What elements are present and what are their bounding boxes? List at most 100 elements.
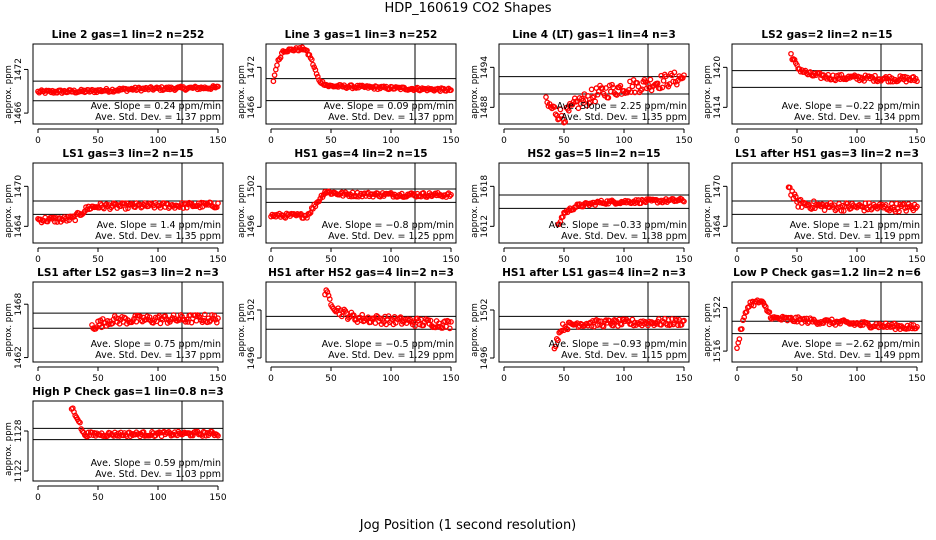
data-point	[660, 77, 667, 84]
std-annotation: Ave. Std. Dev. = 1.37 ppm	[95, 350, 221, 361]
scatter-series	[270, 44, 454, 95]
data-point	[672, 316, 679, 323]
plot-frame	[731, 43, 923, 125]
data-point	[41, 217, 47, 224]
y-axis-label: approx. ppm	[4, 303, 14, 357]
data-point	[663, 73, 669, 80]
data-point	[420, 190, 427, 196]
panel-title: Low P Check gas=1.2 lin=2 n=6	[733, 267, 921, 279]
y-axis-label: approx. ppm	[470, 184, 480, 238]
x-tick-label: 50	[558, 255, 570, 265]
slope-annotation: Ave. Slope = −0.8 ppm/min	[322, 220, 454, 231]
data-point	[75, 418, 82, 425]
data-point	[183, 204, 190, 211]
data-point	[821, 207, 828, 214]
slope-annotation: Ave. Slope = −2.62 ppm/min	[782, 339, 920, 350]
y-tick-label: 1494	[480, 56, 490, 79]
y-tick-label: 1470	[14, 175, 24, 198]
y-tick-label: 1496	[247, 215, 257, 238]
data-point	[201, 311, 208, 318]
scatter-series	[89, 311, 221, 332]
y-tick-label: 1464	[14, 215, 24, 238]
data-point	[671, 69, 678, 76]
data-point	[893, 200, 900, 207]
data-point	[316, 198, 322, 205]
x-tick-label: 0	[35, 136, 41, 146]
data-point	[164, 430, 171, 436]
y-axis-label: approx. ppm	[237, 65, 247, 119]
data-point	[600, 323, 607, 330]
x-tick-label: 50	[791, 374, 803, 384]
panel-2: Line 3 gas=1 lin=3 n=252 0 50 100 150 1466 147…	[237, 29, 460, 146]
x-tick-label: 100	[149, 374, 166, 384]
x-tick-label: 100	[382, 255, 399, 265]
data-point	[425, 85, 432, 92]
data-point	[575, 105, 582, 112]
y-tick-label: 1618	[480, 175, 490, 198]
panel-10: HS1 after HS2 gas=4 lin=2 n=3 0 50 100 150 14…	[237, 267, 460, 384]
plot-frame	[32, 400, 224, 482]
slope-annotation: Ave. Slope = 1.21 ppm/min	[790, 220, 920, 231]
y-tick-label: 1464	[713, 215, 723, 238]
data-point	[274, 62, 280, 69]
x-tick-label: 50	[92, 136, 104, 146]
scatter-series	[543, 69, 687, 126]
panel-3: Line 4 (LT) gas=1 lin=4 n=3 0 50 100 150 1488…	[470, 29, 693, 146]
data-point	[360, 83, 367, 90]
data-point	[681, 317, 687, 324]
data-point	[679, 75, 686, 81]
data-point	[617, 82, 624, 89]
data-point	[862, 200, 869, 207]
data-point	[599, 85, 606, 91]
data-point	[788, 50, 794, 57]
x-tick-label: 50	[791, 136, 803, 146]
data-point	[125, 205, 131, 212]
data-point	[914, 323, 920, 330]
panel-6: HS1 gas=4 lin=2 n=15 0 50 100 150 1496 1502app…	[237, 148, 460, 265]
data-point	[89, 322, 95, 328]
std-annotation: Ave. Std. Dev. = 1.37 ppm	[95, 112, 221, 123]
data-point	[740, 317, 746, 324]
data-point	[603, 201, 609, 207]
y-tick-label: 1468	[14, 292, 24, 315]
data-point	[630, 322, 637, 329]
x-tick-label: 0	[268, 136, 274, 146]
data-point	[543, 94, 549, 100]
x-tick-label: 0	[268, 255, 274, 265]
data-point	[108, 204, 115, 211]
data-point	[801, 315, 808, 322]
data-point	[734, 345, 740, 352]
panel-title: LS2 gas=2 lin=2 n=15	[761, 29, 892, 41]
std-annotation: Ave. Std. Dev. = 1.35 ppm	[95, 231, 221, 242]
panel-11: HS1 after LS1 gas=4 lin=2 n=3 0 50 100 150 14…	[470, 267, 693, 384]
y-axis-label: approx. ppm	[237, 303, 247, 357]
data-point	[207, 199, 214, 206]
data-point	[870, 78, 877, 84]
panel-5: LS1 gas=3 lin=2 n=15 0 50 100 150 1464 1470app…	[4, 148, 227, 265]
std-annotation: Ave. Std. Dev. = 1.19 ppm	[794, 231, 920, 242]
data-point	[797, 196, 804, 203]
figure-title: HDP_160619 CO2 Shapes	[384, 1, 552, 16]
data-point	[446, 325, 453, 332]
panel-8: LS1 after HS1 gas=3 lin=2 n=3 0 50 100 150 14…	[703, 148, 926, 265]
x-tick-label: 50	[558, 136, 570, 146]
x-tick-label: 150	[908, 136, 925, 146]
slope-annotation: Ave. Slope = −0.33 ppm/min	[549, 220, 687, 231]
std-annotation: Ave. Std. Dev. = 1.37 ppm	[328, 112, 454, 123]
data-point	[866, 200, 872, 206]
data-point	[448, 87, 454, 93]
data-point	[588, 86, 595, 93]
panel-13: High P Check gas=1 lin=0.8 n=3 0 50 100 150 1…	[4, 386, 227, 503]
panel-title: HS2 gas=5 lin=2 n=15	[527, 148, 660, 160]
data-point	[98, 324, 105, 331]
data-point	[564, 326, 571, 333]
slope-annotation: Ave. Slope = 2.25 ppm/min	[557, 101, 687, 112]
data-point	[85, 429, 92, 436]
x-tick-label: 100	[848, 374, 865, 384]
data-point	[659, 84, 666, 91]
std-annotation: Ave. Std. Dev. = 1.29 ppm	[328, 350, 454, 361]
plot-frame	[265, 281, 457, 363]
plot-frame	[32, 43, 224, 125]
figure-xlabel: Jog Position (1 second resolution)	[359, 518, 577, 533]
